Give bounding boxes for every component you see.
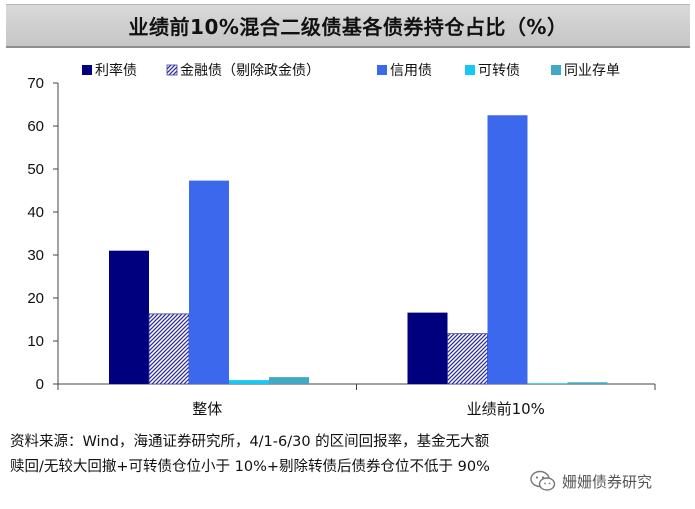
source-note-line-1: 资料来源：Wind，海通证券研究所，4/1-6/30 的区间回报率，基金无大额	[10, 434, 490, 450]
x-category-label: 整体	[192, 400, 222, 418]
bar-chart: 0 10 20 30 40 50 60 70 整体 业绩前10% 利率债 金融债（剔除政金债） 信用债 可…	[27, 62, 656, 418]
source-note: 资料来源：Wind，海通证券研究所，4/1-6/30 的区间回报率，基金无大额 …	[10, 430, 690, 480]
bar-3-2	[487, 115, 528, 384]
bar-1-1	[109, 250, 149, 384]
legend-label: 同业存单	[564, 63, 620, 79]
legend-swatch	[465, 65, 475, 75]
x-category-label: 业绩前10%	[467, 400, 545, 418]
legend-swatch	[551, 65, 561, 75]
bar-4-2	[527, 383, 568, 384]
legend-swatch	[82, 65, 92, 75]
y-tick-label: 0	[36, 376, 44, 393]
legend-swatch	[166, 64, 178, 76]
watermark: 姗姗债券研究	[528, 470, 657, 492]
bar-1-2	[407, 312, 448, 384]
y-tick-label: 40	[27, 204, 44, 221]
y-tick-label: 50	[27, 161, 44, 178]
bar-5-2	[567, 382, 608, 384]
y-tick-label: 60	[27, 118, 44, 135]
y-tick-label: 70	[27, 75, 44, 92]
legend-label: 利率债	[95, 62, 137, 79]
bar-2-2	[447, 333, 488, 385]
y-tick-label: 30	[27, 247, 44, 264]
chart-title-band: 业绩前10%混合二级债基各债券持仓占比（%）	[6, 4, 690, 48]
bar-5-1	[269, 377, 309, 384]
legend-label: 信用债	[390, 63, 432, 79]
legend-label: 金融债（剔除政金债）	[180, 63, 320, 79]
chart-title: 业绩前10%混合二级债基各债券持仓占比（%）	[128, 15, 568, 39]
bar-2-1	[148, 313, 190, 385]
legend-label: 可转债	[478, 63, 520, 79]
y-tick-label: 20	[27, 290, 44, 307]
bar-3-1	[189, 180, 229, 384]
legend-swatch	[377, 65, 387, 75]
watermark-text: 姗姗债券研究	[562, 472, 653, 491]
y-tick-label: 10	[27, 333, 44, 350]
wechat-icon	[530, 470, 556, 491]
bar-4-1	[229, 380, 269, 384]
source-note-line-2: 赎回/无较大回撤+可转债仓位小于 10%+剔除转债后债券仓位不低于 90%	[10, 459, 490, 475]
